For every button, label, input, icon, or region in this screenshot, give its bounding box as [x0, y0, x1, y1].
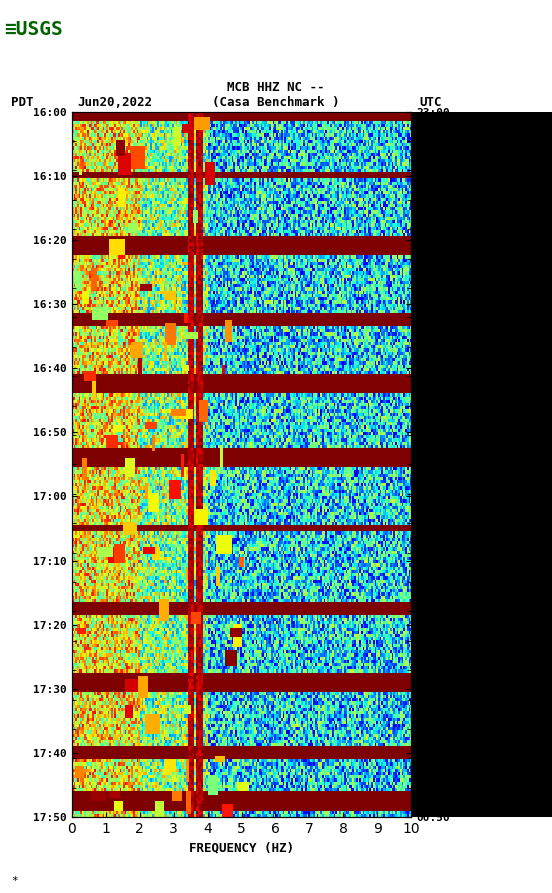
Text: PDT: PDT [11, 96, 34, 109]
Text: MCB HHZ NC --: MCB HHZ NC -- [227, 80, 325, 94]
Text: Jun20,2022: Jun20,2022 [77, 96, 152, 109]
Text: UTC: UTC [420, 96, 442, 109]
Text: *: * [11, 876, 18, 886]
X-axis label: FREQUENCY (HZ): FREQUENCY (HZ) [189, 841, 294, 855]
Text: (Casa Benchmark ): (Casa Benchmark ) [213, 96, 339, 109]
Text: ≡USGS: ≡USGS [4, 20, 63, 38]
